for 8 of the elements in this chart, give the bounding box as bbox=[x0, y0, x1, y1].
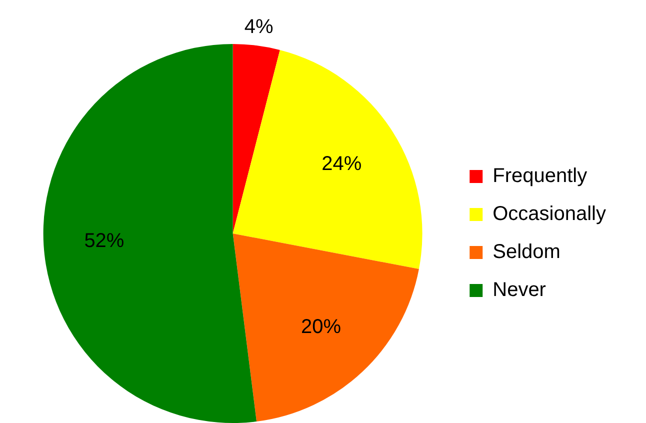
legend-label: Occasionally bbox=[492, 203, 606, 226]
legend-label: Never bbox=[492, 279, 546, 302]
legend-label: Frequently bbox=[492, 165, 588, 188]
data-label: 52% bbox=[84, 230, 124, 252]
data-label: 20% bbox=[301, 316, 342, 338]
data-label: 24% bbox=[322, 152, 362, 175]
data-label: 4% bbox=[244, 16, 274, 38]
legend-label: Seldom bbox=[492, 241, 560, 264]
